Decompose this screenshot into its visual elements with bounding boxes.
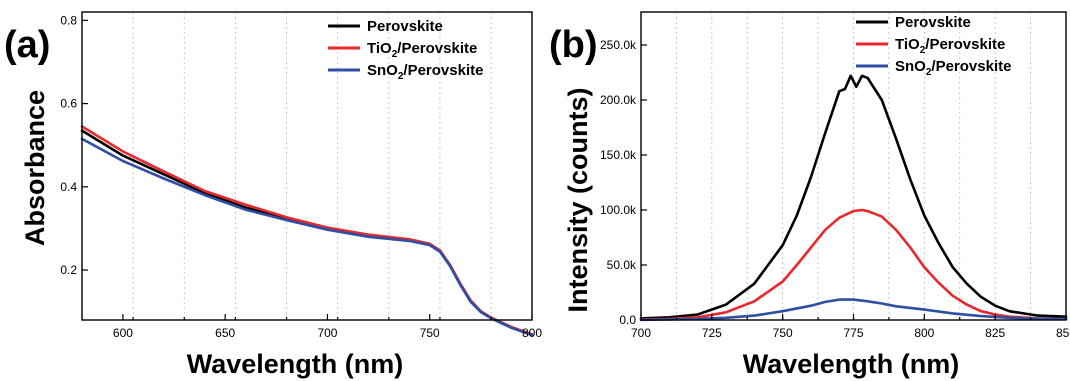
panel-a-plot-frame (81, 11, 533, 321)
y-tick-label: 0.6 (60, 97, 77, 111)
panel-a-y-axis-title: Absorbance (20, 90, 50, 246)
y-tick-label: 0.8 (60, 13, 77, 27)
legend-label: TiO2/Perovskite (367, 40, 477, 60)
y-tick-label: 250.0k (600, 38, 637, 52)
y-tick-label: 100.0k (600, 203, 637, 217)
panel-a-label: (a) (4, 24, 50, 66)
series-line-tio2-perovskite (639, 208, 1068, 321)
panel-absorbance: (a) Wavelength (nm) Absorbance 600 650 700… (4, 11, 542, 379)
legend-label: SnO2/Perovskite (367, 62, 483, 82)
panel-a-x-axis-title: Wavelength (nm) (187, 349, 404, 379)
x-tick-label: 775 (843, 326, 863, 340)
legend-label: Perovskite (367, 18, 443, 35)
x-tick-label: 600 (113, 326, 133, 340)
y-tick-label: 50.0k (607, 258, 637, 272)
panel-b-label: (b) (549, 24, 598, 66)
series-line-perovskite (80, 129, 534, 336)
y-tick-label: 150.0k (600, 148, 637, 162)
y-tick-label: 0.4 (60, 180, 77, 194)
series-line-sno2-perovskite (80, 137, 534, 337)
panel-b-x-axis-title: Wavelength (nm) (743, 349, 960, 379)
x-tick-label: 850 (1056, 326, 1070, 340)
legend-label: Perovskite (895, 14, 971, 31)
legend-label: TiO2/Perovskite (895, 36, 1005, 56)
series-line-tio2-perovskite (80, 125, 534, 336)
x-tick-label: 725 (702, 326, 722, 340)
series-line-sno2-perovskite (639, 298, 1068, 322)
panel-intensity: (b) Wavelength (nm) Intensity (counts) 7… (549, 11, 1070, 379)
x-tick-label: 800 (522, 326, 542, 340)
y-tick-label: 200.0k (600, 93, 637, 107)
y-tick-label: 0.0 (619, 313, 636, 327)
x-tick-label: 800 (914, 326, 934, 340)
x-tick-label: 650 (215, 326, 235, 340)
x-tick-label: 750 (420, 326, 440, 340)
x-tick-label: 825 (985, 326, 1005, 340)
x-tick-label: 700 (317, 326, 337, 340)
panel-b-y-axis-title: Intensity (counts) (563, 87, 593, 312)
legend-label: SnO2/Perovskite (895, 58, 1011, 78)
y-tick-label: 0.2 (60, 263, 77, 277)
x-tick-label: 700 (631, 326, 651, 340)
x-tick-label: 750 (773, 326, 793, 340)
series-line-perovskite (639, 74, 1068, 320)
